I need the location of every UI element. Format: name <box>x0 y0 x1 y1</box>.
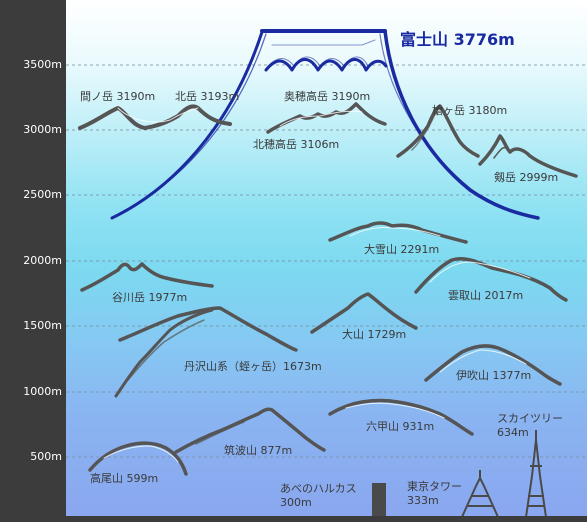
mountain-yarigatake-shadow <box>411 111 437 151</box>
label-skytree-name: スカイツリー <box>497 412 563 425</box>
label-takao: 高尾山 599m <box>90 472 159 485</box>
building-tokyo-tower <box>461 470 499 518</box>
fuji-right-slope-inner <box>379 33 481 197</box>
label-rokko: 六甲山 931m <box>366 420 435 433</box>
y-tick-3500: 3500m <box>23 58 62 71</box>
label-abeno-name: あべのハルカス <box>280 482 357 495</box>
label-tokyotower-name: 東京タワー <box>407 480 462 493</box>
fuji-snow-ridge <box>264 58 388 72</box>
label-skytree-height: 634m <box>497 426 529 439</box>
mountain-oyama <box>310 292 418 334</box>
mountain-ainodake-kitadake <box>78 104 232 130</box>
label-ibuki: 伊吹山 1377m <box>456 369 532 382</box>
mountain-ibuki <box>424 344 562 386</box>
mountain-takao-snow <box>103 445 179 463</box>
mountain-tsukuba <box>174 407 326 454</box>
label-yarigatake: 槍ヶ岳 3180m <box>432 104 508 117</box>
mountain-hotaka-snow <box>279 110 363 127</box>
label-daisetsu: 大雪山 2291m <box>364 243 440 256</box>
mountain-takao <box>88 441 188 476</box>
mountain-daisetsu-snow <box>349 227 441 237</box>
y-tick-1000: 1000m <box>23 385 62 398</box>
fuji-right-slope <box>383 29 540 220</box>
mountain-rokko <box>328 398 474 436</box>
fuji-snow-ridge-inner <box>267 56 369 67</box>
label-okuhotaka: 奥穂高岳 3190m <box>284 90 371 103</box>
mountain-tsurugi <box>478 134 578 178</box>
label-oyama: 大山 1729m <box>342 328 407 341</box>
mountain-hotaka <box>266 102 387 134</box>
y-axis-panel <box>0 0 66 522</box>
label-abeno-height: 300m <box>280 496 312 509</box>
label-tsurugi: 剱岳 2999m <box>494 171 559 184</box>
label-unryu: 雲取山 2017m <box>448 289 524 302</box>
label-tanigawa: 谷川岳 1977m <box>112 291 188 304</box>
bottom-frame <box>0 516 587 522</box>
mountain-ibuki-snow <box>439 349 527 373</box>
mountain-tsurugi-detail <box>493 146 509 159</box>
label-kitahotaka: 北穂高岳 3106m <box>253 138 340 151</box>
building-skytree <box>525 430 547 518</box>
mountain-tanzawa <box>118 306 298 352</box>
mountain-tsukuba-detail <box>195 421 245 445</box>
mountain-kumotori <box>414 256 568 302</box>
building-abeno-harukas <box>372 483 386 517</box>
mountain-tanzawa-ridge-detail <box>127 319 205 381</box>
y-tick-3000: 3000m <box>23 123 62 136</box>
label-tanzawa: 丹沢山系（蛭ヶ岳）1673m <box>184 360 322 373</box>
label-tsukuba: 筑波山 877m <box>224 444 293 457</box>
mountain-rokko-snow <box>345 402 445 419</box>
fuji-left-slope-inner <box>117 33 267 215</box>
mountain-daisetsu <box>328 221 468 244</box>
label-tokyotower-height: 333m <box>407 494 439 507</box>
y-tick-500: 500m <box>30 450 62 463</box>
y-tick-1500: 1500m <box>23 319 62 332</box>
label-kitadake: 北岳 3193m <box>175 90 240 103</box>
mountain-tanigawa <box>80 262 214 292</box>
mountain-ainodake-kitadake-snow <box>117 107 199 123</box>
mountain-kumotori-snow <box>429 261 531 283</box>
y-tick-2500: 2500m <box>23 188 62 201</box>
mountain-yarigatake <box>396 104 480 158</box>
fuji-snow-left <box>271 39 376 46</box>
label-ainodake: 間ノ岳 3190m <box>80 90 156 103</box>
mountain-tanzawa-ridge <box>114 308 214 398</box>
y-tick-2000: 2000m <box>23 254 62 267</box>
fuji-label: 富士山 3776m <box>400 30 515 49</box>
